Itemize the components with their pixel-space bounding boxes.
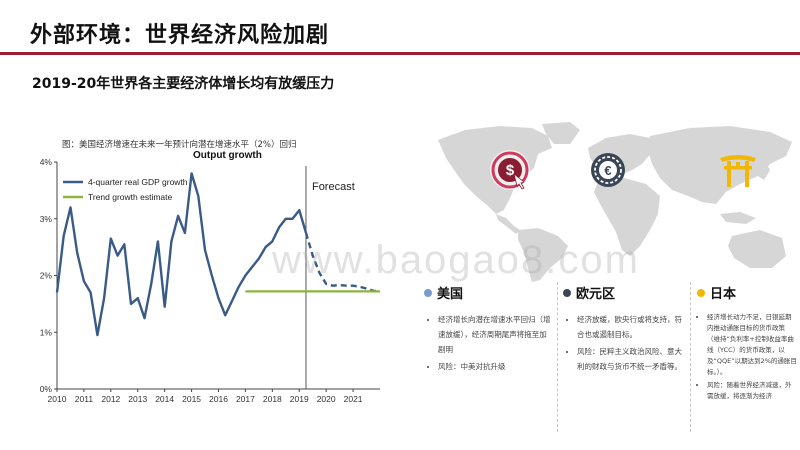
australia-shape <box>728 230 786 268</box>
x-tick-label: 2018 <box>263 394 282 404</box>
x-tick-label: 2015 <box>182 394 201 404</box>
x-tick-label: 2019 <box>290 394 309 404</box>
region-japan: 日本 经济增长动力不足，日银延期内推动通胀目标的货币政策（维持“负利率+控制收益… <box>697 283 797 404</box>
page-subtitle: 2019-20年世界各主要经济体增长均有放缓压力 <box>32 76 335 92</box>
greenland-shape <box>542 122 580 144</box>
region-japan-dot <box>697 288 705 297</box>
region-japan-bullets: 经济增长动力不足，日银延期内推动通胀目标的货币政策（维持“负利率+控制收益率曲线… <box>697 312 797 402</box>
forecast-label: Forecast <box>312 181 355 193</box>
output-growth-chart: Output growth 0% 1% 2% 3% 4% 2010 2011 2012 2013… <box>40 150 381 404</box>
region-us-bullets: 经济增长向潜在增速水平回归（增速放缓），经济周期尾声将拖至加剧明 风险：中美对抗… <box>424 312 552 374</box>
column-divider-2 <box>690 282 691 432</box>
region-us-dot <box>424 288 432 297</box>
world-map: $ € <box>438 122 792 282</box>
series-line <box>55 172 308 337</box>
world-map-land <box>438 122 792 282</box>
region-us: 美国 经济增长向潜在增速水平回归（增速放缓），经济周期尾声将拖至加剧明 风险：中… <box>424 283 552 376</box>
svg-text:€: € <box>604 163 611 178</box>
forecast-series-line <box>304 232 381 293</box>
x-tick-label: 2014 <box>155 394 174 404</box>
title-divider <box>0 52 800 55</box>
region-japan-name: 日本 <box>710 287 737 302</box>
y-tick-label: 4% <box>40 157 53 167</box>
chart-title: Output growth <box>193 150 262 161</box>
figure-caption: 图：美国经济增速在未来一年预计向潜在增速水平（2%）回归 <box>62 140 297 150</box>
africa-shape <box>594 178 660 256</box>
chart-legend: 4-quarter real GDP growth Trend growth es… <box>63 177 188 202</box>
legend-label: 4-quarter real GDP growth <box>88 177 188 187</box>
x-tick-label: 2020 <box>317 394 336 404</box>
dollar-icon: $ <box>490 150 530 190</box>
region-eurozone-dot <box>563 288 571 297</box>
x-tick-label: 2011 <box>75 394 94 404</box>
region-us-name: 美国 <box>437 287 464 302</box>
central-america-shape <box>496 214 520 234</box>
chart-axes: 0% 1% 2% 3% 4% 2010 2011 2012 2013 2014 2015 2016 20… <box>40 157 380 404</box>
region-japan-bullet-1: 经济增长动力不足，日银延期内推动通胀目标的货币政策（维持“负利率+控制收益率曲线… <box>707 312 797 378</box>
x-tick-label: 2013 <box>128 394 147 404</box>
region-japan-bullet-2: 风险：随着世界经济减速，外需放缓，将逐渐为经济 <box>707 380 797 402</box>
chart-series <box>55 172 381 337</box>
asia-shape <box>648 126 792 204</box>
euro-icon: € <box>591 153 625 187</box>
x-tick-label: 2010 <box>48 394 67 404</box>
x-tick-label: 2017 <box>236 394 255 404</box>
indonesia-shape <box>720 212 756 224</box>
region-eurozone-name: 欧元区 <box>576 287 616 302</box>
south-america-shape <box>518 228 568 282</box>
region-us-bullet-2: 风险：中美对抗升级 <box>438 359 552 374</box>
legend-label: Trend growth estimate <box>88 192 173 202</box>
region-us-bullet-1: 经济增长向潜在增速水平回归（增速放缓），经济周期尾声将拖至加剧明 <box>438 312 552 357</box>
y-tick-label: 3% <box>40 214 53 224</box>
svg-text:$: $ <box>506 162 515 179</box>
region-eurozone-bullet-1: 经济放缓，欧央行或将支持，符合也或遏制目标。 <box>577 312 685 342</box>
region-eurozone: 欧元区 经济放缓，欧央行或将支持，符合也或遏制目标。 风险：民粹主义政治风险、意… <box>563 283 685 376</box>
y-tick-label: 1% <box>40 327 53 337</box>
x-tick-label: 2012 <box>101 394 120 404</box>
region-eurozone-bullets: 经济放缓，欧央行或将支持，符合也或遏制目标。 风险：民粹主义政治风险、意大利的财… <box>563 312 685 374</box>
page-title: 外部环境：世界经济风险加剧 <box>30 23 330 48</box>
column-divider-1 <box>557 282 558 432</box>
y-tick-label: 0% <box>40 384 53 394</box>
x-tick-label: 2021 <box>344 394 363 404</box>
x-tick-label: 2016 <box>209 394 228 404</box>
torii-icon <box>720 155 756 187</box>
japan-shape <box>758 162 770 180</box>
y-tick-label: 2% <box>40 271 53 281</box>
region-eurozone-bullet-2: 风险：民粹主义政治风险、意大利的财政与货币不统一矛盾等。 <box>577 344 685 374</box>
